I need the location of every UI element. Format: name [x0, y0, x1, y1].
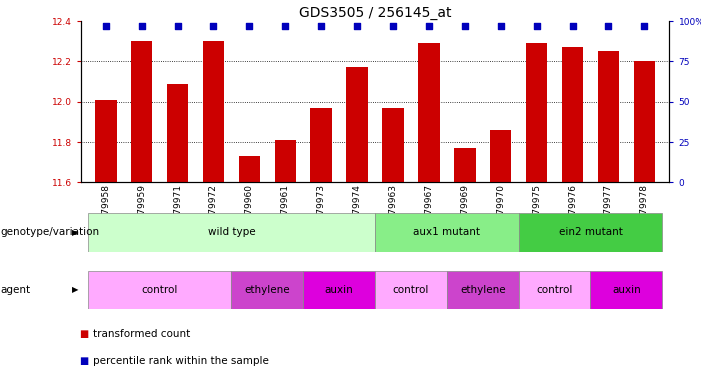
Text: ein2 mutant: ein2 mutant	[559, 227, 622, 237]
Point	[423, 23, 435, 29]
Text: ▶: ▶	[72, 285, 79, 295]
Text: ■: ■	[79, 356, 89, 366]
Bar	[519, 271, 590, 309]
Point	[567, 23, 578, 29]
Text: agent: agent	[1, 285, 31, 295]
Bar	[634, 61, 655, 182]
Point	[136, 23, 147, 29]
Point	[100, 23, 111, 29]
Text: control: control	[393, 285, 429, 295]
Text: aux1 mutant: aux1 mutant	[414, 227, 480, 237]
Bar	[590, 271, 662, 309]
Text: genotype/variation: genotype/variation	[1, 227, 100, 237]
Bar	[203, 41, 224, 182]
Text: ethylene: ethylene	[245, 285, 290, 295]
Text: auxin: auxin	[612, 285, 641, 295]
Text: control: control	[142, 285, 178, 295]
Bar	[311, 108, 332, 182]
Text: ethylene: ethylene	[460, 285, 505, 295]
Point	[315, 23, 327, 29]
Point	[351, 23, 362, 29]
Bar	[304, 271, 375, 309]
Point	[459, 23, 470, 29]
Bar	[375, 271, 447, 309]
Point	[280, 23, 291, 29]
Bar	[88, 213, 375, 252]
Bar	[375, 213, 519, 252]
Text: transformed count: transformed count	[93, 329, 191, 339]
Title: GDS3505 / 256145_at: GDS3505 / 256145_at	[299, 6, 451, 20]
Point	[208, 23, 219, 29]
Bar	[167, 84, 189, 182]
Bar	[131, 41, 152, 182]
Point	[603, 23, 614, 29]
Bar	[382, 108, 404, 182]
Text: percentile rank within the sample: percentile rank within the sample	[93, 356, 269, 366]
Bar	[447, 271, 519, 309]
Bar	[231, 271, 304, 309]
Bar	[418, 43, 440, 182]
Point	[495, 23, 506, 29]
Bar	[562, 47, 583, 182]
Bar	[275, 140, 296, 182]
Text: control: control	[536, 285, 573, 295]
Bar	[454, 148, 475, 182]
Point	[172, 23, 183, 29]
Bar	[238, 156, 260, 182]
Point	[639, 23, 650, 29]
Point	[531, 23, 542, 29]
Bar	[519, 213, 662, 252]
Point	[244, 23, 255, 29]
Bar	[346, 68, 368, 182]
Bar	[490, 130, 512, 182]
Bar	[95, 100, 116, 182]
Bar	[88, 271, 231, 309]
Point	[388, 23, 399, 29]
Bar	[526, 43, 547, 182]
Text: auxin: auxin	[325, 285, 353, 295]
Text: wild type: wild type	[207, 227, 255, 237]
Bar	[598, 51, 619, 182]
Text: ▶: ▶	[72, 228, 79, 237]
Text: ■: ■	[79, 329, 89, 339]
